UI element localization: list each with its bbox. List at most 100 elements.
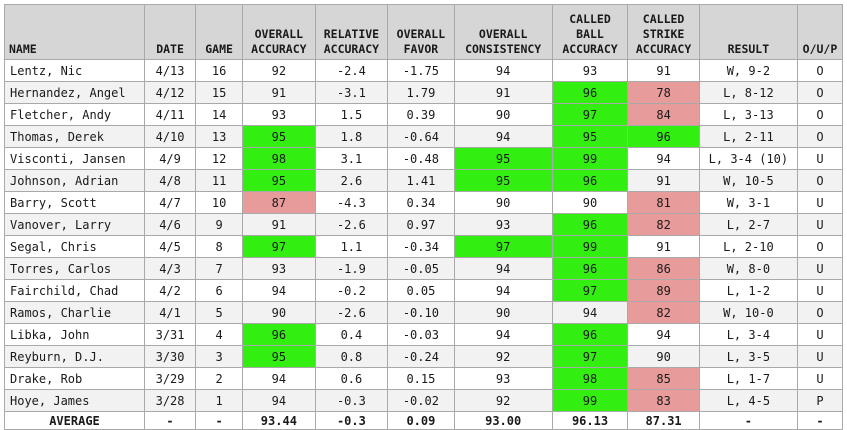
table-cell: 0.6	[314, 367, 389, 390]
table-cell: 92	[453, 345, 553, 368]
table-cell: -0.64	[387, 125, 455, 148]
table-row: Thomas, Derek 4/10 13 95 1.8 -0.64 94 95 96 L, 2-…	[4, 125, 844, 148]
table-cell: 91	[627, 169, 700, 192]
umpire-name-cell: Barry, Scott	[4, 191, 145, 214]
table-cell: 93	[453, 367, 553, 390]
table-cell: 82	[627, 213, 700, 236]
table-cell: 94	[453, 59, 553, 82]
table-cell: O	[796, 169, 844, 192]
table-row: Reyburn, D.J. 3/30 3 95 0.8 -0.24 92 97 90 L, 3-5…	[4, 345, 844, 368]
table-cell: -2.6	[314, 213, 389, 236]
table-cell: 4/8	[143, 169, 197, 192]
column-header: OVERALL FAVOR	[387, 4, 455, 60]
table-cell: 94	[627, 147, 700, 170]
table-cell: 95	[551, 125, 629, 148]
column-header: O/U/P	[796, 4, 844, 60]
umpire-name-cell: Hoye, James	[4, 389, 145, 412]
table-cell: 4/13	[143, 59, 197, 82]
table-cell: 93	[242, 257, 316, 280]
table-cell: 13	[195, 125, 244, 148]
table-cell: 82	[627, 301, 700, 324]
table-cell: 99	[551, 147, 629, 170]
table-cell: L, 2-10	[698, 235, 798, 258]
table-cell: -0.05	[387, 257, 455, 280]
table-row: Segal, Chris 4/5 8 97 1.1 -0.34 97 99 91 L, 2-10 O	[4, 235, 844, 258]
average-cell: -0.3	[314, 411, 389, 430]
average-cell: -	[195, 411, 244, 430]
table-cell: 95	[242, 169, 316, 192]
column-header: GAME	[195, 4, 244, 60]
table-cell: 4/11	[143, 103, 197, 126]
table-cell: U	[796, 367, 844, 390]
table-row: Libka, John 3/31 4 96 0.4 -0.03 94 96 94 L, 3-4 U	[4, 323, 844, 346]
table-row: Torres, Carlos 4/3 7 93 -1.9 -0.05 94 96 86 W, 8-…	[4, 257, 844, 280]
table-cell: 3/30	[143, 345, 197, 368]
table-cell: 3/31	[143, 323, 197, 346]
table-cell: -0.24	[387, 345, 455, 368]
table-cell: 97	[551, 279, 629, 302]
table-cell: 83	[627, 389, 700, 412]
table-cell: 16	[195, 59, 244, 82]
table-cell: 6	[195, 279, 244, 302]
table-cell: U	[796, 323, 844, 346]
table-cell: L, 3-5	[698, 345, 798, 368]
table-cell: U	[796, 147, 844, 170]
table-cell: 14	[195, 103, 244, 126]
table-cell: 11	[195, 169, 244, 192]
table-row: Drake, Rob 3/29 2 94 0.6 0.15 93 98 85 L, 1-7 U	[4, 367, 844, 390]
table-row: Fairchild, Chad 4/2 6 94 -0.2 0.05 94 97 89 L, 1-…	[4, 279, 844, 302]
table-cell: L, 3-13	[698, 103, 798, 126]
umpire-name-cell: Torres, Carlos	[4, 257, 145, 280]
column-header: RELATIVE ACCURACY	[314, 4, 389, 60]
column-header: CALLED STRIKE ACCURACY	[627, 4, 700, 60]
table-cell: 0.34	[387, 191, 455, 214]
umpire-name-cell: Vanover, Larry	[4, 213, 145, 236]
table-cell: 0.8	[314, 345, 389, 368]
table-cell: O	[796, 103, 844, 126]
table-cell: 85	[627, 367, 700, 390]
table-cell: -1.75	[387, 59, 455, 82]
column-header: DATE	[143, 4, 197, 60]
table-cell: 96	[551, 81, 629, 104]
column-header: OVERALL ACCURACY	[242, 4, 316, 60]
table-cell: 3	[195, 345, 244, 368]
table-cell: 90	[453, 103, 553, 126]
table-cell: 0.39	[387, 103, 455, 126]
table-cell: 78	[627, 81, 700, 104]
table-cell: 91	[627, 235, 700, 258]
table-cell: 15	[195, 81, 244, 104]
table-cell: 1.41	[387, 169, 455, 192]
table-cell: 90	[453, 191, 553, 214]
table-cell: 93	[551, 59, 629, 82]
table-cell: 3.1	[314, 147, 389, 170]
table-cell: 0.05	[387, 279, 455, 302]
table-cell: 12	[195, 147, 244, 170]
table-cell: 4/10	[143, 125, 197, 148]
table-cell: 97	[453, 235, 553, 258]
table-cell: 86	[627, 257, 700, 280]
table-cell: 10	[195, 191, 244, 214]
table-row: Barry, Scott 4/7 10 87 -4.3 0.34 90 90 81 W, 3-1 U	[4, 191, 844, 214]
table-cell: -0.3	[314, 389, 389, 412]
table-cell: U	[796, 213, 844, 236]
table-cell: 97	[551, 345, 629, 368]
column-header: CALLED BALL ACCURACY	[551, 4, 629, 60]
table-cell: 0.97	[387, 213, 455, 236]
table-cell: 0.4	[314, 323, 389, 346]
table-cell: 98	[242, 147, 316, 170]
table-cell: 94	[242, 279, 316, 302]
table-cell: U	[796, 191, 844, 214]
table-cell: 91	[453, 81, 553, 104]
table-cell: 1.5	[314, 103, 389, 126]
umpire-stats-sheet: NAME DATE GAME OVERALL ACCURACY RELATIVE…	[4, 4, 844, 430]
table-cell: U	[796, 279, 844, 302]
table-cell: U	[796, 345, 844, 368]
table-cell: 1.79	[387, 81, 455, 104]
average-label: AVERAGE	[4, 411, 145, 430]
table-cell: 96	[551, 169, 629, 192]
table-row: Fletcher, Andy 4/11 14 93 1.5 0.39 90 97 84 L, 3-…	[4, 103, 844, 126]
table-cell: 81	[627, 191, 700, 214]
table-cell: 4/1	[143, 301, 197, 324]
table-cell: L, 3-4 (10)	[698, 147, 798, 170]
table-row: Hoye, James 3/28 1 94 -0.3 -0.02 92 99 83 L, 4-5 P	[4, 389, 844, 412]
